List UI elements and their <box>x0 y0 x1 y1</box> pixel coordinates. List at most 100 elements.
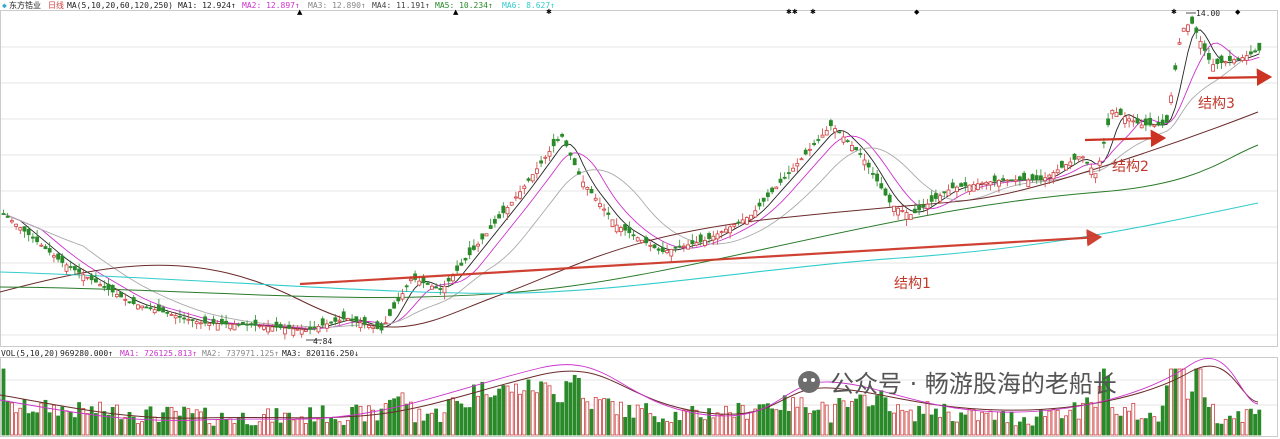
candlestick <box>429 283 434 290</box>
candle-body <box>324 323 329 329</box>
candlestick <box>875 170 879 187</box>
candlestick <box>652 244 657 249</box>
candlestick <box>845 139 850 143</box>
candlestick <box>198 319 203 330</box>
candlestick <box>917 199 921 216</box>
candle-body <box>514 196 518 199</box>
candle-body <box>883 188 888 196</box>
candle-body <box>1018 176 1022 181</box>
volume-bar <box>787 410 791 436</box>
candlestick <box>690 234 695 249</box>
volume-bar <box>400 392 405 436</box>
candlestick <box>883 187 888 197</box>
volume-bar <box>585 401 590 436</box>
volume-bar <box>568 382 573 436</box>
candlestick <box>522 184 527 195</box>
candlestick <box>640 239 644 245</box>
candle-body <box>1173 65 1178 70</box>
volume-bar <box>673 411 678 436</box>
candlestick <box>459 258 464 266</box>
candle-body <box>929 195 934 202</box>
volume-bar <box>106 414 111 436</box>
candlestick <box>245 320 250 332</box>
volume-bar <box>602 398 606 436</box>
candlestick <box>312 320 317 331</box>
volume-bar <box>593 396 598 436</box>
candlestick <box>1009 179 1014 182</box>
volume-bar <box>64 410 69 436</box>
volume-bar <box>1068 409 1073 436</box>
candle-body <box>421 276 426 284</box>
candle-body <box>1223 61 1228 64</box>
volume-bar <box>1131 403 1136 436</box>
candle-body <box>1169 95 1173 103</box>
volume-bar <box>169 406 174 436</box>
candlestick <box>913 203 917 214</box>
candle-body <box>1097 160 1102 166</box>
volume-bar <box>770 408 774 436</box>
candle-body <box>530 174 535 182</box>
volume-bar <box>934 408 938 436</box>
candlestick <box>997 179 1001 193</box>
candlestick <box>110 284 115 297</box>
candle-body <box>921 204 926 208</box>
candle-body <box>1257 42 1262 51</box>
candlestick <box>161 305 166 313</box>
structure-2-label: 结构2 <box>1112 159 1149 175</box>
candlestick <box>22 226 27 238</box>
candlestick <box>56 252 60 263</box>
volume-bar <box>1055 409 1060 436</box>
candle-body <box>127 301 132 304</box>
candle-body <box>173 315 178 319</box>
candlestick <box>299 324 304 338</box>
candlestick <box>39 242 44 247</box>
volume-bar <box>526 379 531 436</box>
candle-body <box>749 214 753 220</box>
volume-bar <box>514 383 518 436</box>
candlestick <box>749 214 753 223</box>
volume-bar <box>1211 403 1215 436</box>
candle-body <box>501 205 506 214</box>
volume-bar <box>497 388 502 436</box>
candlestick <box>156 298 161 312</box>
volume-bar <box>295 418 300 436</box>
candlestick <box>152 305 157 315</box>
volume-bar <box>896 404 900 436</box>
volume-bar <box>631 417 636 436</box>
candlestick <box>47 242 52 256</box>
volume-bar <box>808 412 812 436</box>
candle-body <box>371 326 376 329</box>
candle-body <box>1190 16 1194 24</box>
candlestick <box>1005 179 1010 187</box>
vol-value: 969280.000↑ <box>60 349 113 358</box>
candle-body <box>102 286 107 288</box>
candlestick <box>1001 174 1005 183</box>
candle-body <box>1160 119 1165 126</box>
candlestick <box>371 326 376 334</box>
candlestick <box>287 321 292 330</box>
candle-body <box>577 171 581 175</box>
candle-body <box>14 223 19 227</box>
candle-body <box>198 322 203 325</box>
volume-bar <box>492 395 497 436</box>
volume-bar <box>1240 421 1245 436</box>
candle-body <box>673 246 678 249</box>
candle-body <box>505 207 510 215</box>
volume-bar <box>782 395 787 436</box>
volume-bar <box>442 412 447 436</box>
candle-body <box>228 323 233 330</box>
candle-body <box>56 253 60 260</box>
volume-bar <box>455 400 460 436</box>
volume-bar <box>1085 397 1089 436</box>
candlestick <box>324 319 329 333</box>
candlestick <box>1030 173 1035 183</box>
candle-body <box>219 318 224 325</box>
price-legend: ◆ 东方锆业 日线 MA(5,10,20,60,120,250) MA1: 12… <box>2 0 555 10</box>
candle-body <box>110 284 115 293</box>
candle-body <box>68 266 73 268</box>
candlestick <box>1 209 6 215</box>
volume-bar <box>656 422 661 436</box>
candle-body <box>442 285 447 294</box>
volume-bar <box>841 400 846 436</box>
candle-body <box>593 197 598 201</box>
